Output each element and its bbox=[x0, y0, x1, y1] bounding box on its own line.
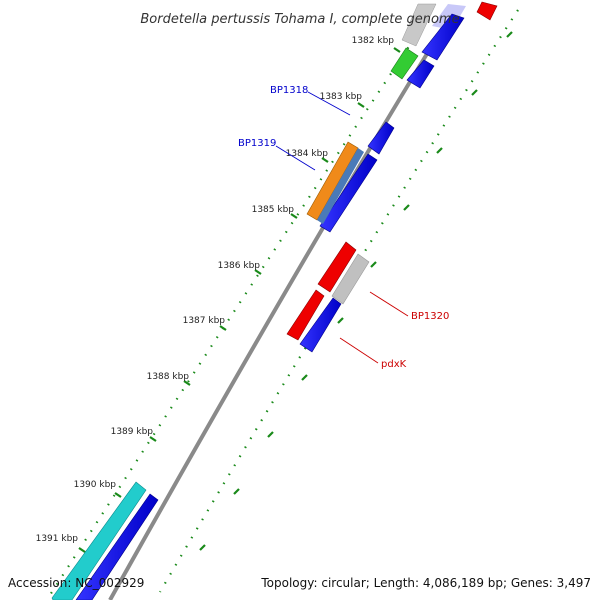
outer-ring-ticks bbox=[199, 31, 513, 551]
gene-label-bp1320[interactable]: BP1320 bbox=[411, 311, 449, 322]
tick-label-1384: 1384 kbp bbox=[286, 149, 329, 159]
blue-cds-bp1318 bbox=[367, 121, 395, 155]
tick-label-1386: 1386 kbp bbox=[218, 261, 261, 271]
pdxk-leader bbox=[339, 337, 379, 364]
topology-summary-text: Topology: circular; Length: 4,086,189 bp… bbox=[260, 576, 591, 590]
grey-feature-top bbox=[401, 3, 437, 47]
tick-label-1388: 1388 kbp bbox=[147, 372, 190, 382]
genome-title: Bordetella pertussis Tohama I, complete … bbox=[140, 12, 459, 27]
gene-labels: BP1318 BP1319 BP1320 pdxK bbox=[238, 85, 449, 370]
tick-labels: 1382 kbp 1383 kbp 1384 kbp 1385 kbp 1386… bbox=[36, 36, 395, 544]
tick-label-1383: 1383 kbp bbox=[320, 92, 363, 102]
tick-label-1390: 1390 kbp bbox=[74, 480, 117, 490]
blue-cds-top-2 bbox=[406, 59, 435, 89]
red-cds-1 bbox=[317, 241, 357, 293]
steelblue-feature bbox=[317, 148, 364, 224]
lavender-feature-top bbox=[432, 4, 466, 30]
bp1318-region bbox=[306, 121, 395, 233]
bp1320-leader bbox=[369, 291, 409, 317]
tick-label-1385: 1385 kbp bbox=[252, 205, 295, 215]
bp1319-leader bbox=[275, 145, 316, 171]
red-cds-2 bbox=[286, 289, 325, 341]
accession-text: Accession: NC_002929 bbox=[8, 576, 144, 590]
green-feature bbox=[390, 47, 419, 80]
cyan-feature bbox=[51, 481, 147, 600]
gene-label-bp1318[interactable]: BP1318 bbox=[270, 85, 308, 96]
gene-label-bp1319[interactable]: BP1319 bbox=[238, 138, 276, 149]
gene-label-leaders bbox=[275, 91, 409, 364]
top-feature-cluster bbox=[390, 1, 498, 89]
red-cds-top bbox=[476, 1, 498, 21]
genome-backbone bbox=[108, 6, 457, 600]
bp1320-region bbox=[286, 241, 370, 353]
blue-cds-bottom bbox=[75, 493, 159, 600]
tick-label-1382: 1382 kbp bbox=[352, 36, 395, 46]
blue-cds-top-1 bbox=[421, 13, 465, 61]
tick-label-1387: 1387 kbp bbox=[183, 316, 226, 326]
blue-cds-pdxk bbox=[299, 297, 342, 353]
gene-label-pdxk[interactable]: pdxK bbox=[381, 359, 407, 370]
blue-cds-long bbox=[319, 153, 378, 233]
bottom-feature-cluster bbox=[51, 481, 159, 600]
inner-ring-ticks bbox=[78, 47, 401, 553]
bp1318-leader bbox=[307, 91, 351, 116]
inner-dotted-ring bbox=[49, 29, 421, 596]
tick-label-1391: 1391 kbp bbox=[36, 534, 79, 544]
tick-label-1389: 1389 kbp bbox=[111, 427, 154, 437]
grey-feature-mid bbox=[331, 253, 370, 305]
